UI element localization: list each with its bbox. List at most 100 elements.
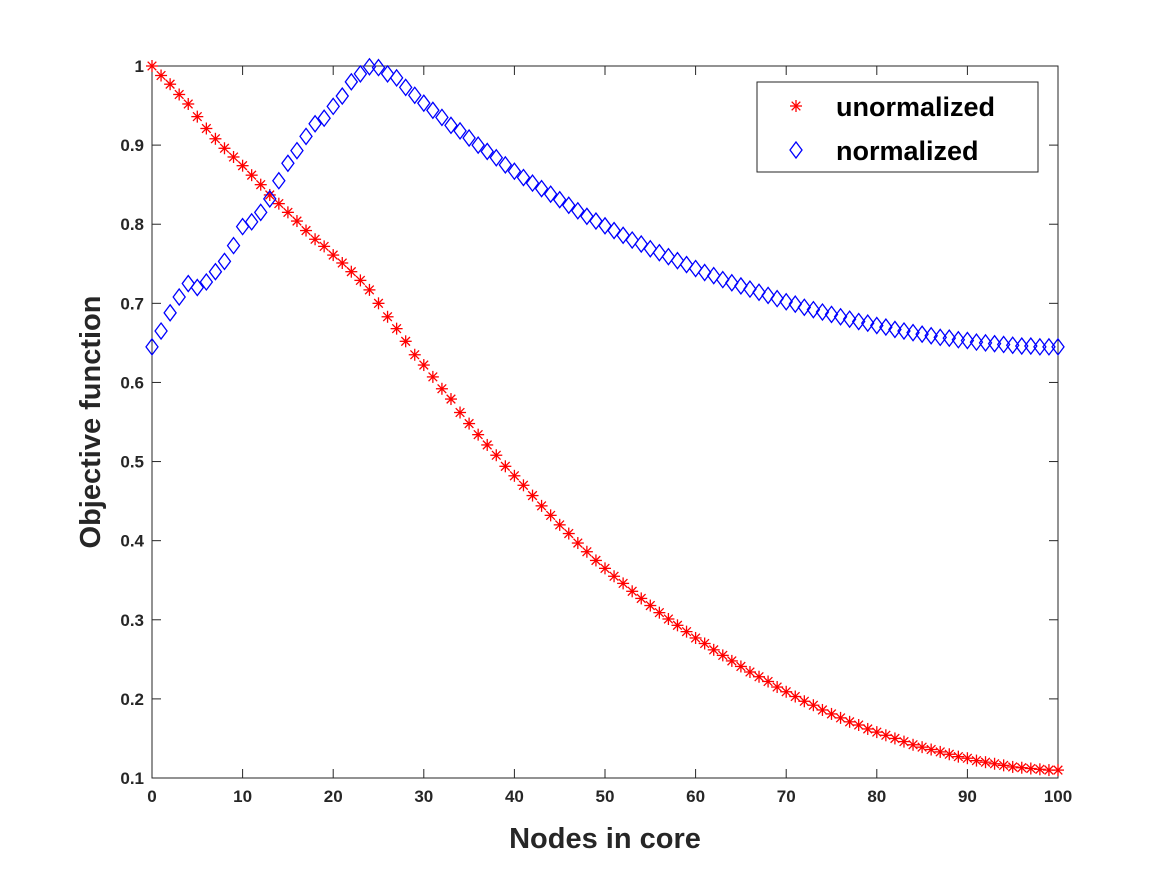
- data-point-normalized: [616, 226, 630, 245]
- data-point-normalized: [507, 162, 522, 181]
- data-point-normalized: [344, 72, 359, 91]
- data-point-normalized: [362, 57, 377, 76]
- data-point-unormalized: [644, 599, 657, 612]
- data-point-unormalized: [943, 748, 956, 761]
- x-axis-title: Nodes in core: [509, 823, 701, 855]
- data-point-normalized: [462, 128, 476, 148]
- data-point-normalized: [833, 307, 848, 326]
- data-point-normalized: [851, 312, 866, 331]
- legend-diamond-icon: [789, 140, 803, 160]
- y-tick-label: 0.2: [120, 690, 144, 709]
- data-point-unormalized: [426, 370, 439, 383]
- data-point-unormalized: [535, 499, 548, 512]
- data-point-normalized: [869, 316, 884, 335]
- data-point-normalized: [571, 201, 585, 220]
- data-point-unormalized: [916, 741, 929, 754]
- data-point-unormalized: [626, 585, 639, 598]
- data-point-unormalized: [345, 265, 358, 278]
- data-point-unormalized: [327, 249, 340, 262]
- data-point-normalized: [888, 320, 902, 339]
- data-point-normalized: [426, 101, 440, 120]
- data-point-unormalized: [1015, 761, 1028, 774]
- y-tick-label: 0.3: [120, 611, 144, 630]
- data-point-normalized: [190, 278, 205, 297]
- x-tick-label: 40: [505, 787, 524, 806]
- data-point-normalized: [580, 207, 594, 226]
- data-point-unormalized: [1006, 760, 1019, 773]
- data-point-unormalized: [245, 169, 258, 182]
- data-point-unormalized: [553, 518, 566, 531]
- y-tick-labels: 0.1 0.2 0.3 0.4 0.5 0.6 0.7 0.8 0.9 1: [120, 57, 144, 788]
- data-point-normalized: [1051, 337, 1065, 356]
- legend-label-unormalized: unormalized: [836, 92, 995, 122]
- data-point-normalized: [1024, 336, 1038, 356]
- x-tick-label: 70: [777, 787, 796, 806]
- data-point-normalized: [407, 86, 422, 105]
- data-point-unormalized: [970, 754, 983, 767]
- data-point-unormalized: [743, 665, 756, 678]
- data-point-normalized: [734, 276, 748, 296]
- data-point-normalized: [525, 174, 540, 193]
- data-point-normalized: [1014, 336, 1029, 356]
- series-layer: [145, 57, 1065, 777]
- data-point-unormalized: [408, 348, 421, 361]
- data-point-normalized: [516, 168, 531, 187]
- data-point-unormalized: [762, 675, 775, 688]
- data-point-unormalized: [870, 726, 883, 739]
- data-point-unormalized: [843, 715, 856, 728]
- data-point-unormalized: [490, 449, 503, 462]
- x-tick-label: 100: [1044, 787, 1072, 806]
- data-point-unormalized: [1024, 762, 1037, 775]
- data-point-normalized: [661, 247, 676, 266]
- legend-marker-normalized: [789, 140, 803, 160]
- data-point-normalized: [308, 114, 322, 133]
- y-axis-title: Objective function: [75, 296, 107, 549]
- data-point-normalized: [416, 94, 431, 113]
- data-point-unormalized: [318, 240, 331, 253]
- data-point-unormalized: [309, 233, 322, 246]
- data-point-unormalized: [879, 729, 892, 742]
- data-point-unormalized: [173, 88, 186, 101]
- data-point-normalized: [253, 203, 268, 222]
- data-point-unormalized: [653, 606, 666, 619]
- data-point-normalized: [453, 121, 467, 140]
- data-point-normalized: [1005, 336, 1020, 355]
- data-point-unormalized: [146, 60, 158, 72]
- data-point-unormalized: [272, 197, 285, 210]
- data-point-unormalized: [508, 469, 521, 482]
- data-point-normalized: [978, 333, 993, 352]
- data-point-normalized: [217, 252, 232, 271]
- data-point-normalized: [743, 280, 757, 299]
- data-point-unormalized: [454, 406, 467, 419]
- data-point-normalized: [960, 331, 975, 350]
- data-point-unormalized: [789, 690, 802, 703]
- x-tick-label: 30: [414, 787, 433, 806]
- data-point-normalized: [706, 266, 721, 285]
- data-point-unormalized: [861, 722, 874, 735]
- data-point-unormalized: [852, 718, 865, 731]
- data-point-unormalized: [925, 743, 938, 756]
- data-point-unormalized: [997, 759, 1010, 772]
- data-point-unormalized: [236, 159, 249, 172]
- data-point-normalized: [643, 239, 658, 258]
- data-point-normalized: [208, 262, 223, 281]
- data-point-normalized: [652, 243, 667, 262]
- data-point-normalized: [1033, 337, 1047, 356]
- data-point-normalized: [815, 302, 830, 322]
- data-point-normalized: [489, 148, 504, 167]
- data-point-unormalized: [771, 681, 784, 694]
- data-point-unormalized: [725, 654, 738, 667]
- x-tick-labels: 0 10 20 30 40 50 60 70 80 90 100: [147, 787, 1072, 806]
- data-point-normalized: [625, 230, 639, 250]
- data-point-unormalized: [254, 178, 267, 191]
- x-tick-label: 0: [147, 787, 156, 806]
- legend-box: [756, 81, 1039, 173]
- data-point-unormalized: [716, 649, 729, 662]
- data-point-unormalized: [209, 132, 222, 145]
- data-point-unormalized: [635, 592, 648, 605]
- data-point-unormalized: [499, 460, 512, 473]
- data-point-unormalized: [562, 527, 575, 540]
- data-point-unormalized: [354, 274, 367, 287]
- data-point-unormalized: [907, 738, 920, 751]
- data-point-normalized: [779, 292, 794, 311]
